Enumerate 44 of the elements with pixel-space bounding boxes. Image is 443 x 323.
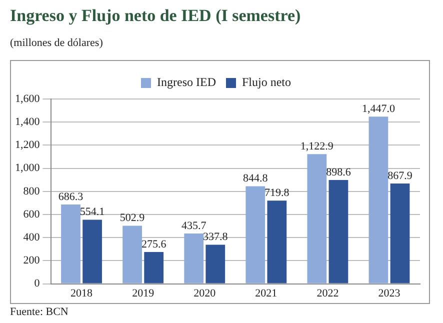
data-label: 1,122.9 [300,140,334,152]
y-axis-title: (millones de dólares) [10,37,103,49]
data-label: 867.9 [388,170,413,182]
bar [368,116,388,284]
x-tick-label: 2022 [316,287,339,300]
bar [61,204,80,284]
x-tick-label: 2018 [70,287,94,300]
data-label: 502.9 [120,212,146,224]
bar [246,186,266,284]
x-tick-label: 2019 [132,287,155,300]
bar [184,233,204,284]
bar [206,244,226,284]
data-label: 686.3 [58,190,84,203]
source-note: Fuente: BCN [10,306,68,318]
data-label: 844.8 [243,172,268,185]
data-label: 719.8 [264,187,290,200]
x-tick-label: 2021 [255,287,278,300]
y-tick-label: 1,200 [15,139,40,152]
data-label: 1,447.0 [362,103,396,116]
bar [307,154,327,284]
data-label: 554.1 [80,206,105,218]
y-tick-label: 1,000 [15,162,40,174]
y-tick-label: 1,400 [15,116,40,128]
y-tick-label: 800 [23,185,40,198]
x-tick-label: 2020 [194,287,216,300]
y-tick-label: 600 [23,208,40,220]
legend-label: Flujo neto [242,75,292,90]
bar [144,252,164,284]
y-tick-label: 200 [23,254,40,267]
y-tick-label: 1,600 [15,92,40,105]
legend-label: Ingreso IED [157,75,216,90]
bar [267,200,287,284]
bar [328,180,348,284]
data-label: 275.6 [141,238,167,250]
data-label: 898.6 [326,166,352,178]
bar [122,226,142,284]
data-label: 337.8 [203,231,228,244]
data-label: 435.7 [181,220,207,232]
y-tick-label: 400 [23,231,40,244]
y-tick-label: 0 [34,278,40,290]
bar [390,184,410,284]
chart-title: Ingreso y Flujo neto de IED (I semestre) [10,6,301,26]
x-tick-label: 2023 [378,287,401,300]
bar [82,220,102,284]
